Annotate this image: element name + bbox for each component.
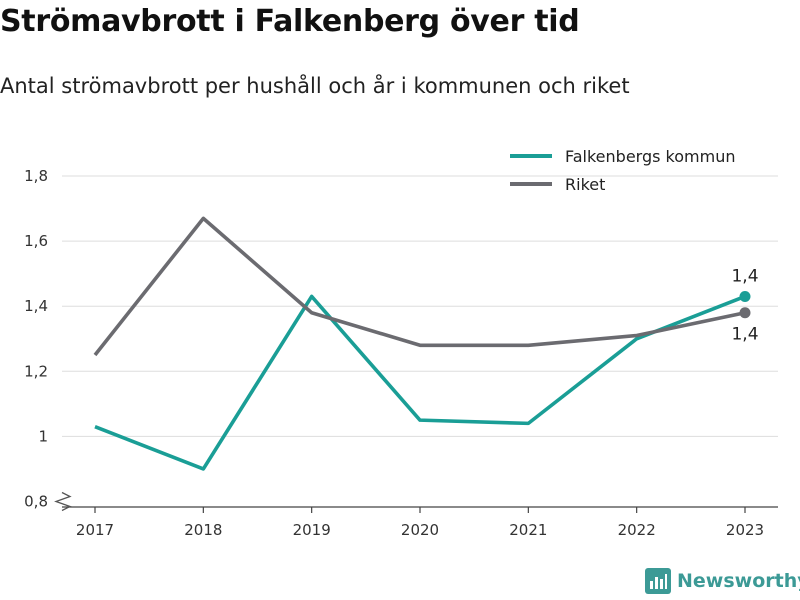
x-tick-label-2017: 2017 <box>76 521 114 539</box>
x-tick-label-2021: 2021 <box>509 521 547 539</box>
legend-label-1: Riket <box>565 175 605 194</box>
x-tick-label-2023: 2023 <box>726 521 764 539</box>
y-tick-label-3: 1,4 <box>24 297 48 315</box>
brand-name: Newsworthy <box>677 570 800 592</box>
grid-lines <box>62 175 778 437</box>
series-line-0 <box>94 294 746 471</box>
data-labels: 1,4 1,4 <box>731 266 758 344</box>
y-tick-label-0: 0,8 <box>24 492 48 510</box>
legend: Falkenbergs kommun Riket <box>510 147 735 194</box>
end-value-label-1: 1,4 <box>731 325 758 345</box>
end-value-label-0: 1,4 <box>731 266 758 286</box>
y-tick-label-5: 1,8 <box>24 167 48 185</box>
y-tick-label-2: 1,2 <box>24 362 48 380</box>
series-end-point-1 <box>739 307 751 319</box>
y-tick-label-1: 1 <box>38 427 48 445</box>
x-tick-labels: 2017 2018 2019 2020 2021 2022 2023 <box>76 521 764 539</box>
x-tick-label-2022: 2022 <box>618 521 656 539</box>
x-tick-label-2018: 2018 <box>184 521 222 539</box>
x-tick-label-2019: 2019 <box>293 521 331 539</box>
brand-logo: Newsworthy <box>645 568 800 594</box>
series-end-point-0 <box>739 290 751 302</box>
y-tick-labels: 0,8 1 1,2 1,4 1,6 1,8 <box>24 167 48 510</box>
series-line-1 <box>93 216 746 357</box>
axes <box>54 491 778 513</box>
x-tick-label-2020: 2020 <box>401 521 439 539</box>
newsworthy-logo-icon <box>645 568 671 594</box>
y-tick-label-4: 1,6 <box>24 232 48 250</box>
page-title: Strömavbrott i Falkenberg över tid <box>0 4 580 39</box>
chart-subtitle: Antal strömavbrott per hushåll och år i … <box>0 74 630 98</box>
legend-label-0: Falkenbergs kommun <box>565 147 735 166</box>
series-lines <box>93 216 751 471</box>
axis-break-icon <box>54 491 72 512</box>
